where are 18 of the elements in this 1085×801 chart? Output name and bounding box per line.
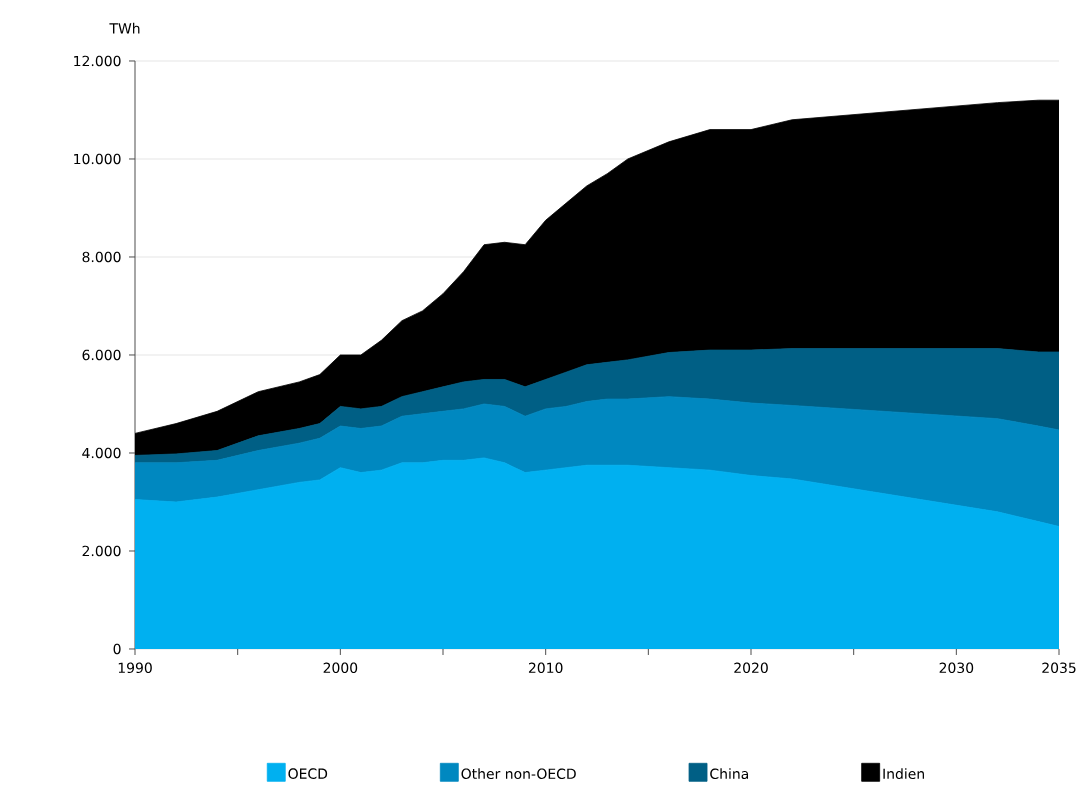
x-tick-label: 2020 xyxy=(734,662,768,674)
legend-label: OECD xyxy=(288,768,328,779)
x-tick-label: 1990 xyxy=(118,662,152,674)
y-tick-label: 0 xyxy=(113,643,121,655)
x-tick-label: 2000 xyxy=(323,662,358,674)
legend-label: China xyxy=(710,768,749,780)
y-tick-label: 2.000 xyxy=(82,545,121,557)
x-tick-label: 2030 xyxy=(939,662,974,674)
y-tick-label: 10.000 xyxy=(74,153,121,165)
y-tick-label: 12.000 xyxy=(74,55,121,67)
y-tick-label: 8.000 xyxy=(82,251,121,263)
y-tick-label: 6.000 xyxy=(82,349,121,361)
x-tick-label: 2035 xyxy=(1042,662,1076,674)
legend-label: Other non-OECD xyxy=(461,768,576,780)
legend-label: Indien xyxy=(883,768,924,780)
y-tick-label: 4.000 xyxy=(82,447,121,459)
x-tick-label: 2010 xyxy=(528,662,563,674)
y-axis-title: TWh xyxy=(109,22,140,34)
